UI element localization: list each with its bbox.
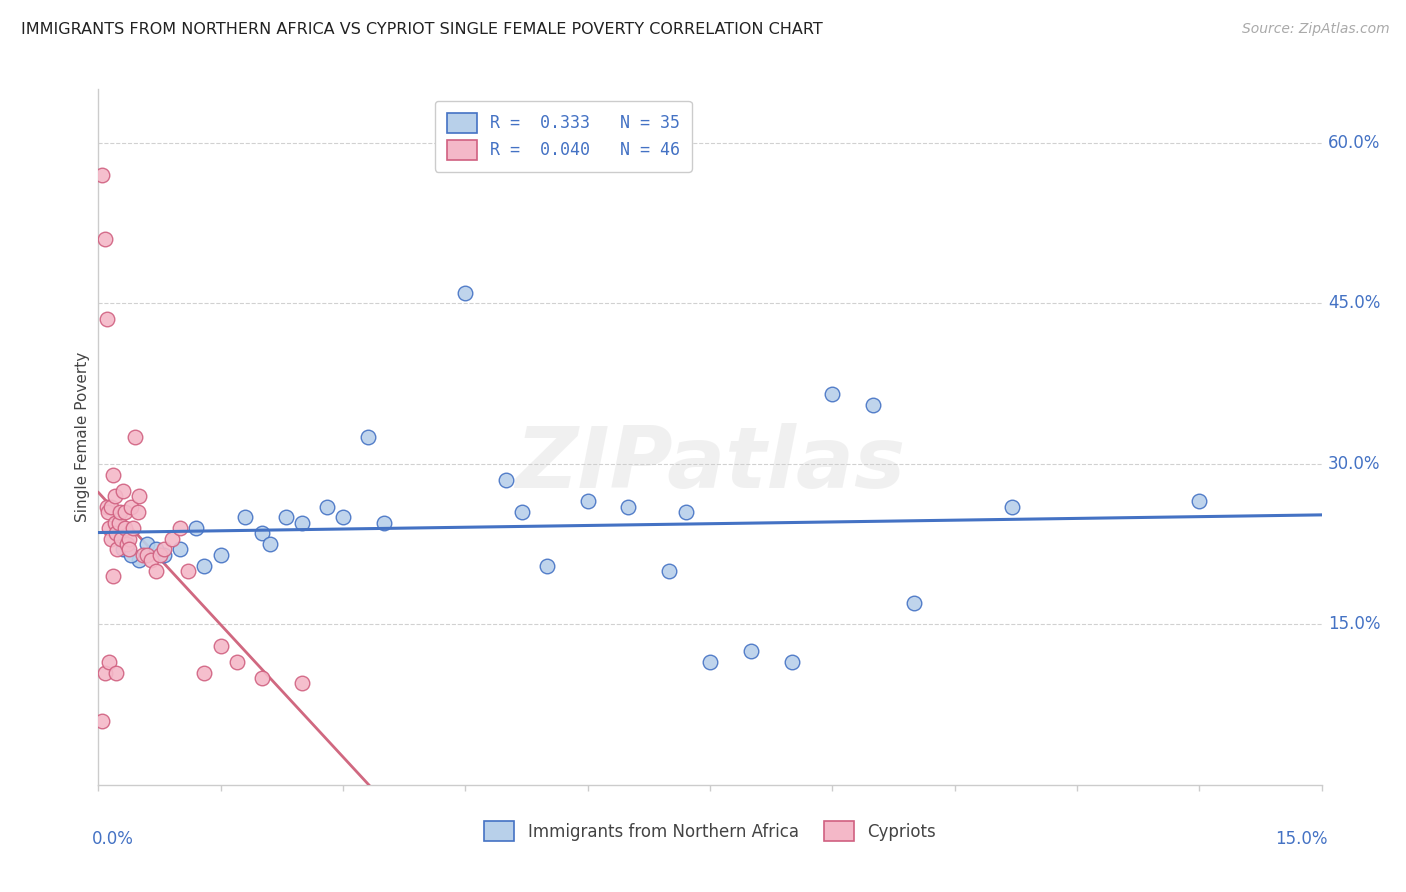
Point — [110, 532, 132, 546]
Point — [169, 542, 191, 557]
Point — [98, 655, 121, 669]
Point — [454, 285, 477, 300]
Point — [903, 596, 925, 610]
Point — [332, 510, 354, 524]
Text: 45.0%: 45.0% — [1327, 294, 1381, 312]
Point — [193, 558, 215, 573]
Point — [160, 532, 183, 546]
Point — [1001, 500, 1024, 514]
Point — [177, 564, 200, 578]
Point — [250, 526, 273, 541]
Point — [291, 676, 314, 690]
Point — [274, 510, 297, 524]
Text: 0.0%: 0.0% — [93, 830, 134, 848]
Point — [209, 639, 232, 653]
Point — [110, 505, 132, 519]
Point — [152, 542, 174, 557]
Point — [100, 532, 122, 546]
Point — [108, 516, 131, 530]
Y-axis label: Single Female Poverty: Single Female Poverty — [75, 352, 90, 522]
Point — [124, 430, 146, 444]
Point — [136, 548, 159, 562]
Point — [91, 168, 114, 182]
Point — [101, 569, 124, 583]
Point — [617, 500, 640, 514]
Point — [96, 312, 118, 326]
Point — [96, 500, 118, 514]
Point — [114, 505, 136, 519]
Point — [128, 489, 150, 503]
Text: Source: ZipAtlas.com: Source: ZipAtlas.com — [1241, 22, 1389, 37]
Point — [111, 542, 134, 557]
Point — [105, 526, 128, 541]
Point — [111, 483, 134, 498]
Text: 15.0%: 15.0% — [1275, 830, 1327, 848]
Point — [94, 232, 117, 246]
Point — [536, 558, 558, 573]
Point — [94, 665, 117, 680]
Point — [120, 548, 142, 562]
Point — [821, 387, 844, 401]
Point — [121, 521, 143, 535]
Point — [117, 532, 139, 546]
Point — [115, 537, 138, 551]
Point — [101, 467, 124, 482]
Point — [98, 521, 121, 535]
Point — [100, 500, 122, 514]
Point — [780, 655, 803, 669]
Point — [128, 553, 150, 567]
Point — [373, 516, 395, 530]
Legend: Immigrants from Northern Africa, Cypriots: Immigrants from Northern Africa, Cypriot… — [472, 810, 948, 853]
Point — [291, 516, 314, 530]
Point — [105, 542, 128, 557]
Point — [104, 516, 127, 530]
Point — [193, 665, 215, 680]
Point — [97, 505, 120, 519]
Point — [141, 553, 163, 567]
Point — [675, 505, 697, 519]
Point — [169, 521, 191, 535]
Point — [149, 548, 172, 562]
Point — [259, 537, 281, 551]
Text: 60.0%: 60.0% — [1327, 134, 1381, 152]
Point — [315, 500, 337, 514]
Point — [740, 644, 762, 658]
Point — [145, 564, 167, 578]
Point — [356, 430, 378, 444]
Point — [250, 671, 273, 685]
Point — [105, 665, 128, 680]
Point — [104, 489, 127, 503]
Point — [862, 398, 884, 412]
Point — [91, 714, 114, 728]
Point — [699, 655, 721, 669]
Point — [512, 505, 534, 519]
Point — [576, 494, 599, 508]
Point — [658, 564, 681, 578]
Text: IMMIGRANTS FROM NORTHERN AFRICA VS CYPRIOT SINGLE FEMALE POVERTY CORRELATION CHA: IMMIGRANTS FROM NORTHERN AFRICA VS CYPRI… — [21, 22, 823, 37]
Text: 30.0%: 30.0% — [1327, 455, 1381, 473]
Point — [152, 548, 174, 562]
Point — [1188, 494, 1211, 508]
Point — [186, 521, 208, 535]
Point — [495, 473, 517, 487]
Point — [136, 537, 159, 551]
Point — [209, 548, 232, 562]
Text: 15.0%: 15.0% — [1327, 615, 1381, 633]
Point — [132, 548, 155, 562]
Text: ZIPatlas: ZIPatlas — [515, 424, 905, 507]
Point — [114, 521, 136, 535]
Point — [120, 500, 142, 514]
Point — [118, 542, 141, 557]
Point — [145, 542, 167, 557]
Point — [127, 505, 149, 519]
Point — [233, 510, 256, 524]
Point — [226, 655, 249, 669]
